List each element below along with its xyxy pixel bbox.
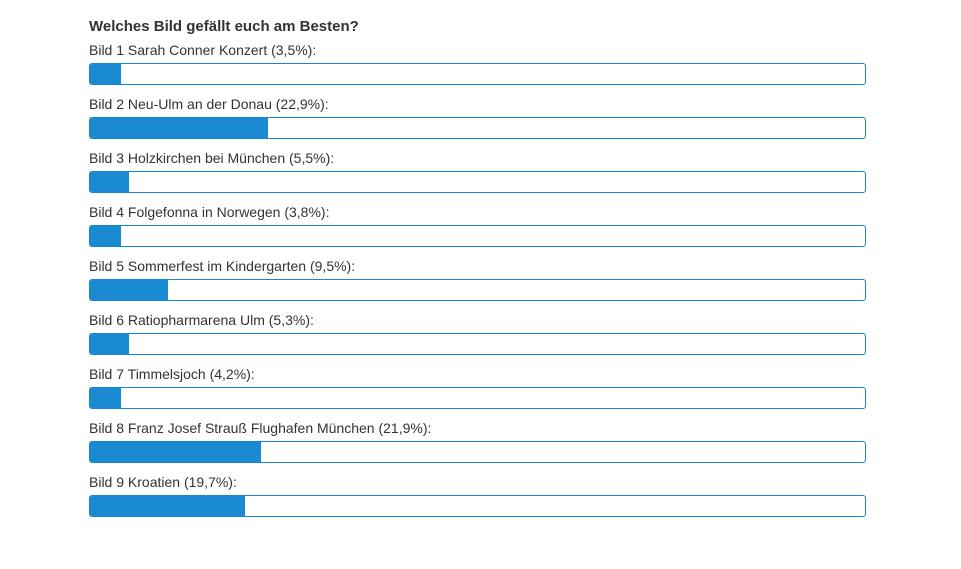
result-bar-track [89,333,866,355]
result-bar-fill [90,334,129,354]
option-label: Bild 7 Timmelsjoch (4,2%): [89,366,255,382]
poll-option-4: Bild 4 Folgefonna in Norwegen (3,8%): [89,202,866,256]
result-bar-track [89,117,866,139]
result-bar-track [89,63,866,85]
result-bar-fill [90,442,261,462]
result-bar-fill [90,388,121,408]
option-label: Bild 5 Sommerfest im Kindergarten (9,5%)… [89,258,356,274]
poll-option-5: Bild 5 Sommerfest im Kindergarten (9,5%)… [89,256,866,310]
result-bar-fill [90,226,121,246]
result-bar-track [89,387,866,409]
option-label: Bild 6 Ratiopharmarena Ulm (5,3%): [89,312,314,328]
poll-option-1: Bild 1 Sarah Conner Konzert (3,5%): [89,40,866,94]
result-bar-fill [90,172,129,192]
result-bar-track [89,279,866,301]
poll-title: Welches Bild gefällt euch am Besten? [89,18,359,35]
result-bar-track [89,225,866,247]
poll-option-2: Bild 2 Neu-Ulm an der Donau (22,9%): [89,94,866,148]
poll-option-6: Bild 6 Ratiopharmarena Ulm (5,3%): [89,310,866,364]
result-bar-track [89,441,866,463]
result-bar-track [89,171,866,193]
option-label: Bild 3 Holzkirchen bei München (5,5%): [89,150,335,166]
poll-widget: Welches Bild gefällt euch am Besten? Bil… [89,16,866,526]
poll-option-8: Bild 8 Franz Josef Strauß Flughafen Münc… [89,418,866,472]
result-bar-fill [90,496,245,516]
option-label: Bild 9 Kroatien (19,7%): [89,474,237,490]
result-bar-fill [90,118,269,138]
option-label: Bild 4 Folgefonna in Norwegen (3,8%): [89,204,330,220]
option-label: Bild 1 Sarah Conner Konzert (3,5%): [89,42,317,58]
poll-option-7: Bild 7 Timmelsjoch (4,2%): [89,364,866,418]
poll-option-3: Bild 3 Holzkirchen bei München (5,5%): [89,148,866,202]
option-label: Bild 2 Neu-Ulm an der Donau (22,9%): [89,96,329,112]
poll-options: Bild 1 Sarah Conner Konzert (3,5%): Bild… [89,40,866,526]
result-bar-track [89,495,866,517]
poll-option-9: Bild 9 Kroatien (19,7%): [89,472,866,526]
result-bar-fill [90,280,168,300]
result-bar-fill [90,64,121,84]
option-label: Bild 8 Franz Josef Strauß Flughafen Münc… [89,420,432,436]
